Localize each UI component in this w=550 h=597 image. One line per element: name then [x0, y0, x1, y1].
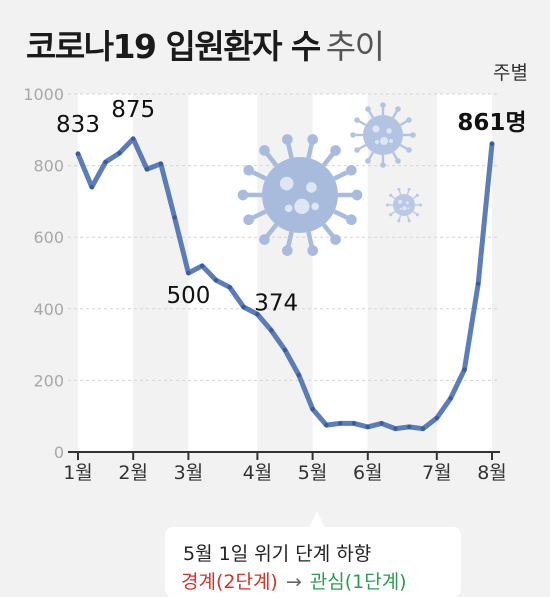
data-point [324, 422, 329, 428]
virus-large-icon [237, 134, 363, 256]
data-point [89, 184, 95, 190]
data-point [448, 396, 453, 401]
title-main: 코로나19 입원환자 수 [26, 27, 321, 66]
data-point [379, 421, 384, 426]
stage-from: 경계(2단계) [181, 571, 278, 593]
x-tick-label: 5월 [298, 462, 328, 484]
callout-text: 5월 1일 위기 단계 하향 [183, 543, 372, 565]
x-tick-label: 8월 [477, 462, 507, 484]
month-band [78, 94, 134, 452]
data-point [131, 136, 136, 141]
unit-label: 주별 [493, 62, 528, 84]
y-tick-label: 400 [33, 300, 64, 319]
y-tick-label: 0 [54, 443, 64, 462]
x-tick-label: 3월 [174, 462, 204, 484]
data-point [255, 311, 260, 317]
data-point [351, 421, 357, 426]
x-tick-label: 7월 [422, 462, 452, 484]
data-point [117, 150, 122, 156]
month-band [188, 94, 258, 452]
data-point [393, 426, 398, 431]
month-band [436, 94, 492, 452]
data-point [407, 424, 412, 430]
data-point [103, 159, 108, 165]
stage-to: 관심(1단계) [309, 571, 407, 593]
data-label: 500 [166, 283, 210, 309]
data-point [75, 151, 81, 156]
data-point [227, 285, 232, 290]
data-label: 861명 [457, 110, 526, 136]
data-label: 374 [254, 290, 298, 316]
callout-stage-change: 경계(2단계) → 관심(1단계) [181, 567, 407, 594]
data-point [420, 426, 426, 431]
callout-pointer [309, 511, 325, 528]
data-point [310, 406, 315, 412]
data-point [200, 263, 205, 269]
callout-box: 5월 1일 위기 단계 하향 경계(2단계) → 관심(1단계) [165, 527, 461, 597]
virus-small-icon [385, 187, 423, 223]
title-sub: 추이 [325, 27, 385, 66]
virus-medium-icon [350, 102, 416, 168]
data-point [338, 421, 343, 426]
data-point [462, 367, 467, 372]
data-label: 833 [56, 112, 100, 138]
data-point [489, 141, 495, 146]
data-point [158, 161, 163, 167]
data-point [144, 166, 150, 172]
data-point [296, 372, 301, 378]
y-tick-label: 1000 [23, 85, 64, 104]
data-point [241, 304, 246, 310]
x-tick-label: 1월 [63, 462, 93, 484]
data-point [172, 215, 177, 220]
data-point [186, 270, 191, 276]
data-label: 875 [111, 97, 155, 123]
x-tick-label: 2월 [118, 462, 148, 484]
arrow-icon: → [285, 571, 302, 593]
data-point [476, 281, 481, 286]
data-point [282, 347, 288, 353]
x-tick-label: 6월 [353, 462, 383, 484]
data-point [213, 277, 219, 283]
data-point [434, 415, 439, 421]
chart-title: 코로나19 입원환자 수 추이 [26, 20, 385, 68]
y-tick-label: 200 [33, 371, 64, 390]
month-band [312, 94, 368, 452]
data-point [365, 424, 370, 430]
x-tick-label: 4월 [243, 462, 273, 484]
chart-area: 0 200 400 600 800 1000 1월 2월 3월 4월 5월 6월 7월 8월 833 875 5… [23, 85, 526, 484]
y-tick-label: 800 [33, 157, 64, 176]
data-point [269, 328, 274, 333]
y-tick-label: 600 [33, 228, 64, 247]
